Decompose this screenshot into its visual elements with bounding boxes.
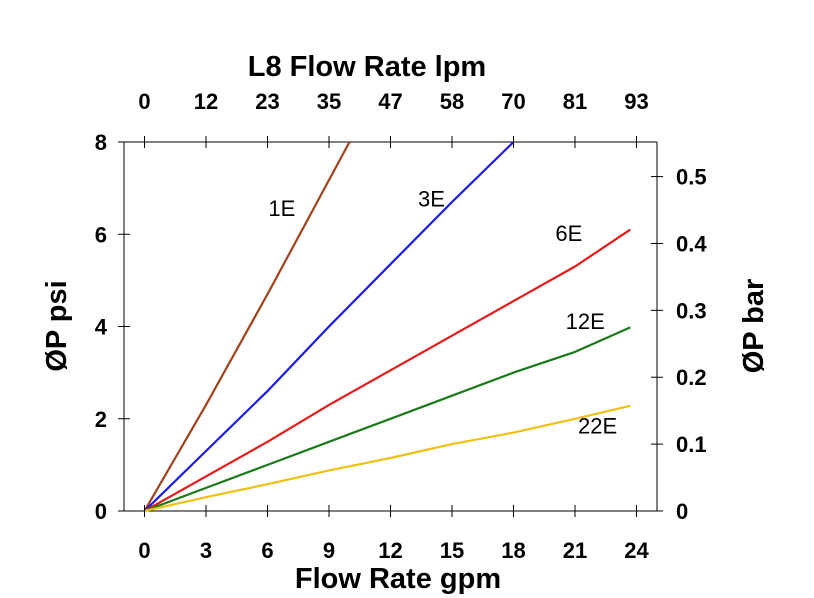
series-label-6e: 6E	[555, 221, 582, 246]
top-tick-label: 70	[501, 89, 525, 114]
x-tick-label: 24	[624, 538, 649, 563]
top-tick-label: 93	[624, 89, 648, 114]
top-tick-label: 58	[440, 89, 464, 114]
right-tick-label: 0	[676, 499, 688, 524]
x-tick-label: 12	[378, 538, 402, 563]
right-tick-label: 0.4	[676, 231, 707, 256]
series-line-1e	[145, 142, 350, 511]
flow-rate-chart: 0 3 6 9 12 15 18 21 240 12 23 35 47 58 70 81 930246800.1…	[0, 0, 814, 598]
x-tick-label: 18	[501, 538, 525, 563]
series-line-3e	[145, 142, 514, 511]
y-tick-label: 0	[95, 499, 107, 524]
series-line-6e	[145, 230, 631, 511]
top-tick-label: 47	[378, 89, 402, 114]
top-tick-label: 23	[255, 89, 279, 114]
right-axis-title: ØP bar	[738, 279, 770, 374]
x-tick-label: 0	[138, 538, 150, 563]
right-tick-label: 0.1	[676, 432, 707, 457]
series-label-12e: 12E	[566, 309, 605, 334]
series-line-22e	[145, 406, 631, 511]
y-axis-title: ØP psi	[41, 280, 73, 371]
series-label-3e: 3E	[418, 187, 445, 212]
y-tick-label: 4	[95, 315, 108, 340]
top-tick-label: 12	[194, 89, 218, 114]
x-axis-title: Flow Rate gpm	[295, 563, 501, 595]
right-tick-label: 0.3	[676, 298, 707, 323]
right-tick-label: 0.5	[676, 165, 707, 190]
y-tick-label: 6	[95, 222, 107, 247]
top-tick-label: 35	[317, 89, 341, 114]
x-tick-label: 3	[200, 538, 212, 563]
series-label-1e: 1E	[268, 196, 295, 221]
x-tick-label: 15	[440, 538, 464, 563]
series-label-22e: 22E	[578, 414, 617, 439]
series-line-12e	[145, 327, 631, 511]
label-layer: 0 3 6 9 12 15 18 21 240 12 23 35 47 58 70 81 930246800.1…	[95, 89, 708, 563]
top-axis-title: L8 Flow Rate lpm	[248, 51, 486, 83]
x-tick-label: 21	[563, 538, 587, 563]
top-tick-label: 81	[563, 89, 587, 114]
y-tick-label: 8	[95, 130, 107, 155]
series-layer	[145, 142, 631, 511]
y-tick-label: 2	[95, 407, 107, 432]
x-tick-label: 9	[323, 538, 335, 563]
x-tick-label: 6	[261, 538, 273, 563]
right-tick-label: 0.2	[676, 365, 707, 390]
top-tick-label: 0	[138, 89, 150, 114]
